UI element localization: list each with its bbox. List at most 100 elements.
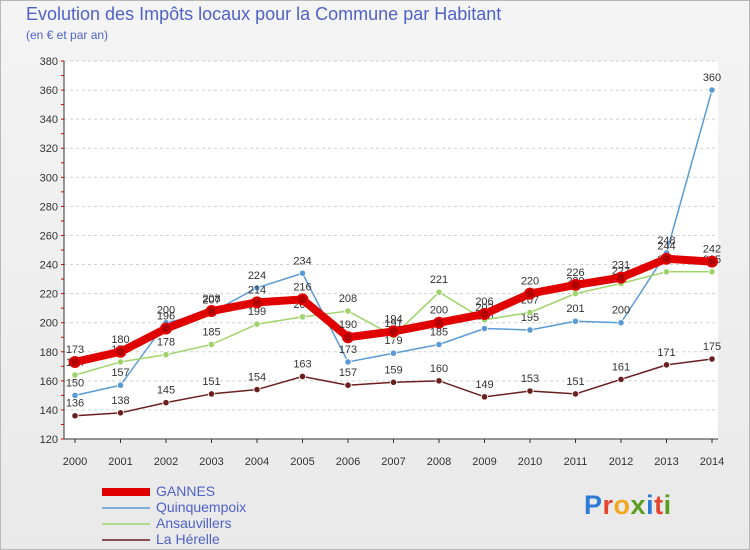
data-label: 244: [657, 241, 675, 253]
data-point: [480, 393, 489, 401]
data-label: 175: [703, 341, 721, 353]
data-label: 185: [202, 327, 220, 339]
data-point: [571, 317, 580, 325]
logo-letter: i: [663, 490, 672, 520]
data-label: 151: [566, 376, 584, 388]
data-point: [116, 381, 125, 389]
data-label: 153: [521, 373, 539, 385]
data-label: 208: [339, 293, 357, 305]
data-label: 231: [612, 260, 630, 272]
data-point: [253, 385, 261, 394]
x-tick-label: 2012: [609, 456, 633, 468]
data-point: [344, 307, 352, 315]
logo-letter: x: [630, 490, 647, 520]
data-label: 185: [430, 327, 448, 339]
y-tick-label: 300: [40, 172, 58, 184]
data-point: [344, 381, 352, 389]
data-label: 157: [339, 367, 357, 379]
data-point: [480, 324, 489, 333]
data-label: 224: [248, 270, 266, 282]
data-point: [253, 284, 261, 292]
data-point: [207, 340, 216, 349]
data-point: [116, 409, 125, 417]
data-point: [708, 268, 716, 276]
y-tick-label: 320: [40, 143, 58, 155]
proxiti-logo: Proxiti: [584, 490, 672, 521]
data-point: [116, 358, 125, 366]
x-tick-label: 2006: [336, 456, 360, 468]
y-tick-label: 200: [40, 318, 58, 330]
data-label: 136: [66, 398, 84, 410]
data-point: [526, 387, 534, 395]
data-point: [662, 361, 671, 369]
data-point: [296, 293, 309, 306]
y-tick-label: 140: [40, 405, 58, 417]
data-label: 214: [248, 284, 266, 296]
data-label: 180: [111, 334, 129, 346]
data-label: 149: [475, 379, 493, 391]
data-point: [526, 326, 534, 334]
x-tick-label: 2010: [518, 456, 542, 468]
x-tick-label: 2000: [63, 456, 87, 468]
data-label: 190: [339, 319, 357, 331]
x-tick-label: 2009: [472, 456, 496, 468]
y-tick-label: 360: [40, 85, 58, 97]
data-label: 242: [703, 244, 721, 256]
data-label: 360: [703, 72, 721, 84]
data-point: [71, 371, 79, 379]
data-label: 216: [293, 281, 311, 293]
y-tick-label: 280: [40, 201, 58, 213]
data-label: 234: [293, 255, 311, 267]
x-tick-label: 2007: [381, 456, 405, 468]
data-point: [435, 377, 443, 385]
y-tick-label: 120: [40, 434, 58, 446]
data-point: [708, 355, 716, 363]
data-point: [708, 86, 716, 94]
y-tick-label: 380: [40, 56, 58, 68]
data-point: [571, 390, 580, 398]
data-label: 160: [430, 363, 448, 375]
data-label: 196: [157, 311, 175, 323]
data-point: [205, 305, 218, 318]
data-point: [162, 351, 170, 359]
x-tick-label: 2011: [564, 456, 588, 468]
data-point: [298, 313, 307, 321]
data-point: [526, 308, 534, 317]
legend-label: GANNES: [156, 483, 216, 499]
x-tick-label: 2008: [427, 456, 451, 468]
y-tick-label: 220: [40, 289, 58, 301]
x-tick-label: 2004: [245, 456, 269, 468]
data-point: [71, 412, 79, 420]
data-point: [207, 390, 216, 398]
data-label: 226: [566, 267, 584, 279]
data-label: 157: [111, 367, 129, 379]
data-point: [344, 358, 352, 366]
logo-letter: i: [646, 490, 655, 520]
data-point: [387, 325, 400, 338]
data-point: [251, 296, 263, 309]
data-label: 151: [202, 376, 220, 388]
data-point: [569, 278, 582, 291]
y-tick-label: 260: [40, 230, 58, 242]
x-tick-label: 2005: [290, 456, 314, 468]
data-point: [389, 349, 398, 357]
legend-label: La Hérelle: [156, 531, 220, 547]
data-label: 194: [384, 313, 402, 325]
x-tick-label: 2002: [154, 456, 178, 468]
logo-letter: o: [613, 490, 631, 520]
logo-letter: t: [654, 490, 664, 520]
data-point: [253, 320, 261, 328]
data-label: 173: [66, 344, 84, 356]
data-point: [478, 307, 491, 320]
data-label: 220: [521, 276, 539, 288]
data-point: [617, 375, 625, 383]
data-point: [662, 268, 671, 276]
data-point: [435, 288, 443, 296]
y-tick-label: 160: [40, 376, 58, 388]
data-label: 221: [430, 274, 448, 286]
data-point: [162, 399, 170, 407]
data-label: 145: [157, 385, 175, 397]
data-point: [433, 316, 445, 329]
data-label: 179: [384, 335, 402, 347]
data-label: 173: [339, 344, 357, 356]
